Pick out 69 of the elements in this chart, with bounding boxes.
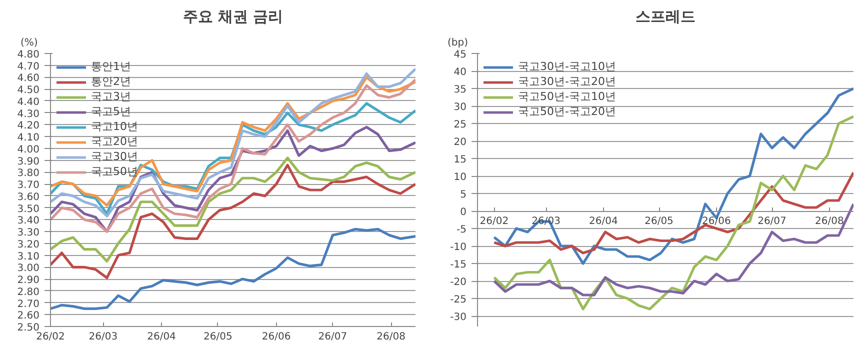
x-tick-label: 26/07 xyxy=(758,216,786,227)
y-tick-label: 2.90 xyxy=(17,275,40,286)
y-tick-label: 4.40 xyxy=(17,96,40,108)
y-tick-label: 40 xyxy=(454,67,467,78)
y-tick-label: 30 xyxy=(454,102,467,113)
y-tick-label: 3.40 xyxy=(17,216,40,227)
legend-label: 통안1년 xyxy=(91,59,131,74)
x-tick-label: 26/08 xyxy=(376,332,406,342)
legend-label: 국고30년-국고20년 xyxy=(518,74,616,89)
y-tick-label: 3.20 xyxy=(17,239,40,250)
y-tick-label: 3.00 xyxy=(17,263,40,274)
x-tick-label: 26/05 xyxy=(204,332,232,342)
y-axis-title: (bp) xyxy=(448,38,468,48)
legend-label: 국고50년 xyxy=(91,164,138,179)
y-axis-title: (%) xyxy=(20,38,38,48)
y-tick-label: 4.70 xyxy=(17,61,40,72)
y-tick-label: 4.30 xyxy=(17,108,40,120)
y-tick-label: 25 xyxy=(454,120,467,130)
y-tick-label: -20 xyxy=(450,277,467,288)
y-tick-label: 45 xyxy=(454,50,467,60)
x-tick-label: 26/02 xyxy=(36,332,65,342)
y-tick-label: 2.70 xyxy=(17,298,40,310)
y-tick-label: -15 xyxy=(450,260,467,270)
x-tick-label: 26/03 xyxy=(88,332,118,342)
y-tick-label: 3.70 xyxy=(17,180,40,192)
y-tick-label: -5 xyxy=(456,224,467,236)
y-tick-label: 5 xyxy=(460,190,467,200)
y-tick-label: 4.80 xyxy=(17,50,40,60)
x-tick-label: 26/06 xyxy=(262,332,291,342)
y-tick-label: 4.00 xyxy=(17,144,40,156)
x-tick-label: 26/07 xyxy=(318,332,348,342)
x-tick-label: 26/06 xyxy=(702,216,731,227)
y-tick-label: 3.60 xyxy=(17,192,40,203)
x-tick-label: 26/04 xyxy=(589,216,618,227)
y-tick-label: 35 xyxy=(454,84,467,96)
legend-label: 국고3년 xyxy=(91,89,131,104)
y-tick-label: 10 xyxy=(454,172,467,183)
legend-label: 국고5년 xyxy=(91,104,131,119)
legend-label: 국고50년-국고20년 xyxy=(518,104,616,119)
legend-label: 국고20년 xyxy=(91,134,138,149)
legend-label: 국고10년 xyxy=(91,119,138,134)
y-tick-label: 2.50 xyxy=(17,322,40,334)
y-tick-label: 2.80 xyxy=(17,286,40,298)
x-tick-label: 26/05 xyxy=(644,216,674,227)
chart-title: 스프레드 xyxy=(636,8,696,26)
x-tick-label: 26/02 xyxy=(480,216,509,227)
legend-label: 통안2년 xyxy=(91,74,131,89)
y-tick-label: 2.60 xyxy=(17,310,40,322)
y-tick-label: -10 xyxy=(450,242,467,253)
y-tick-label: -30 xyxy=(450,312,467,323)
y-tick-label: 20 xyxy=(454,137,467,148)
legend-label: 국고30년-국고10년 xyxy=(518,59,616,74)
y-tick-label: 4.20 xyxy=(17,120,40,132)
y-tick-label: 3.50 xyxy=(17,204,40,215)
y-tick-label: 3.80 xyxy=(17,168,40,180)
y-tick-label: 4.50 xyxy=(17,85,40,96)
y-tick-label: -25 xyxy=(450,294,467,306)
y-tick-label: 3.90 xyxy=(17,156,40,168)
y-tick-label: 4.10 xyxy=(17,132,40,144)
legend-label: 국고30년 xyxy=(91,149,138,164)
x-tick-label: 26/08 xyxy=(815,216,844,227)
y-tick-label: 3.10 xyxy=(17,251,40,262)
y-tick-label: 4.60 xyxy=(17,73,40,84)
x-tick-label: 26/04 xyxy=(147,332,176,342)
legend-label: 국고50년-국고10년 xyxy=(518,89,616,104)
y-tick-label: 3.30 xyxy=(17,228,40,239)
y-tick-label: 15 xyxy=(454,154,467,166)
chart-title: 주요 채권 금리 xyxy=(182,8,284,26)
y-tick-label: 0 xyxy=(460,207,467,218)
